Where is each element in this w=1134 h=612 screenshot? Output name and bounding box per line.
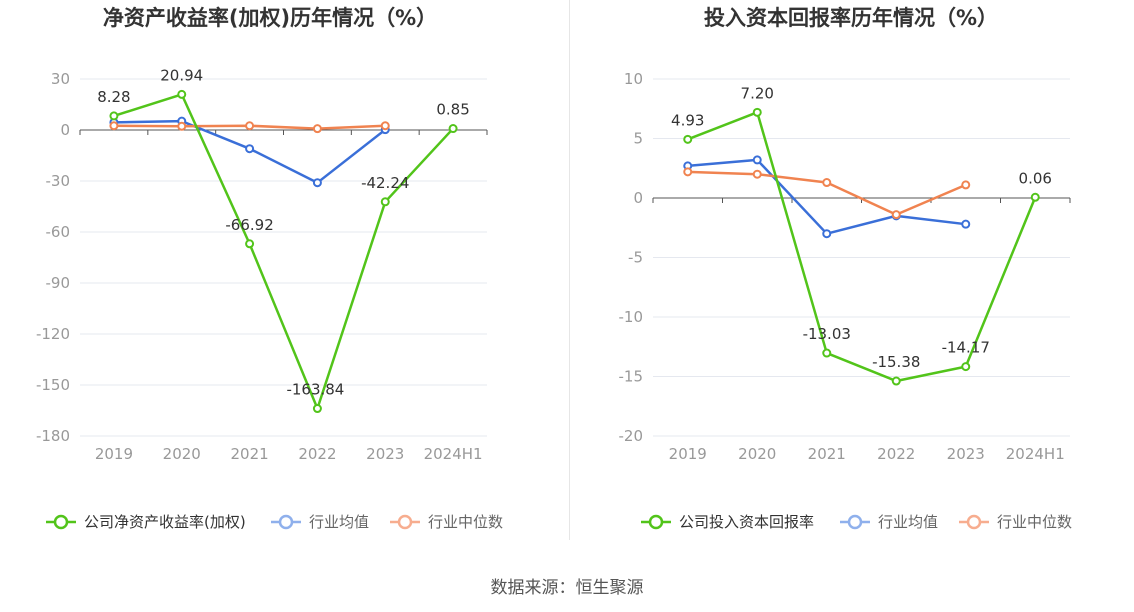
data-point	[822, 229, 832, 239]
legend-item-2: 行业均值	[271, 513, 369, 531]
y-tick-label: -30	[46, 172, 71, 190]
series-line-2	[687, 158, 966, 235]
legend-item-2: 行业均值	[840, 513, 938, 531]
x-tick-label: 2023	[366, 445, 404, 463]
data-label: -14.17	[942, 339, 990, 357]
data-point	[683, 134, 693, 144]
data-point	[380, 197, 390, 207]
series-line-1	[687, 111, 1037, 383]
data-point	[245, 121, 255, 131]
x-tick-label: 2020	[738, 445, 776, 463]
legend-label: 行业中位数	[997, 513, 1072, 531]
data-point	[961, 180, 971, 190]
y-tick-label: -15	[619, 368, 644, 386]
x-tick-label: 2022	[877, 445, 915, 463]
legend-marker	[53, 514, 69, 530]
data-point	[245, 144, 255, 154]
data-label: -15.38	[872, 353, 920, 371]
data-point	[961, 362, 971, 372]
x-tick-label: 2022	[298, 445, 336, 463]
data-point	[891, 376, 901, 386]
data-label: 0.85	[436, 101, 469, 119]
data-point	[961, 219, 971, 229]
y-tick-label: -20	[619, 427, 644, 445]
x-tick-label: 2024H1	[424, 445, 483, 463]
data-label: 7.20	[741, 84, 774, 102]
y-tick-label: -10	[619, 308, 644, 326]
x-tick-label: 2020	[163, 445, 201, 463]
data-point	[312, 124, 322, 134]
data-label: 4.93	[671, 111, 704, 129]
legend-label: 行业中位数	[428, 513, 503, 531]
data-point	[752, 107, 762, 117]
data-point	[891, 210, 901, 220]
y-tick-label: 0	[60, 121, 70, 139]
legend-marker	[648, 514, 664, 530]
chart-title: 净资产收益率(加权)历年情况（%）	[103, 6, 437, 30]
data-label: 20.94	[160, 66, 203, 84]
y-tick-label: -120	[36, 325, 70, 343]
legend-item-1: 公司投入资本回报率	[641, 513, 814, 531]
x-tick-label: 2019	[95, 445, 133, 463]
data-point	[1030, 192, 1040, 202]
data-label: -163.84	[286, 381, 344, 399]
data-point	[752, 169, 762, 179]
x-tick-label: 2021	[230, 445, 268, 463]
y-tick-label: 5	[633, 130, 643, 148]
x-tick-label: 2021	[808, 445, 846, 463]
y-tick-label: -180	[36, 427, 70, 445]
data-label: -66.92	[225, 216, 273, 234]
legend-label: 公司净资产收益率(加权)	[84, 513, 246, 531]
legend-label: 行业均值	[309, 513, 369, 531]
data-point	[822, 178, 832, 188]
data-point	[109, 121, 119, 131]
x-tick-label: 2024H1	[1006, 445, 1065, 463]
chart-title: 投入资本回报率历年情况（%）	[704, 6, 998, 30]
legend-marker	[847, 514, 863, 530]
y-tick-label: 0	[633, 189, 643, 207]
legend-item-1: 公司净资产收益率(加权)	[46, 513, 246, 531]
x-tick-label: 2019	[669, 445, 707, 463]
legend-label: 公司投入资本回报率	[679, 513, 814, 531]
data-point	[177, 89, 187, 99]
x-tick-label: 2023	[947, 445, 985, 463]
y-tick-label: -60	[46, 223, 71, 241]
legend-item-3: 行业中位数	[390, 513, 503, 531]
legend-marker	[278, 514, 294, 530]
data-point	[109, 111, 119, 121]
data-point	[312, 404, 322, 414]
data-point	[683, 167, 693, 177]
legend-marker	[966, 514, 982, 530]
y-tick-label: 30	[51, 70, 70, 88]
data-point	[177, 121, 187, 131]
data-point	[822, 348, 832, 358]
y-tick-label: -90	[46, 274, 71, 292]
data-label: -13.03	[803, 325, 851, 343]
y-tick-label: -150	[36, 376, 70, 394]
data-point	[312, 178, 322, 188]
legend-item-3: 行业中位数	[959, 513, 1072, 531]
chart-divider	[569, 0, 570, 540]
data-label: 0.06	[1019, 169, 1052, 187]
data-label: -42.24	[361, 174, 409, 192]
legend-marker	[397, 514, 413, 530]
y-tick-label: 10	[624, 70, 643, 88]
data-label: 8.28	[97, 88, 130, 106]
data-point	[245, 239, 255, 249]
data-point	[752, 155, 762, 165]
data-source-label: 数据来源：恒生聚源	[490, 578, 644, 598]
series-line-1	[113, 93, 455, 410]
data-point	[448, 124, 458, 134]
chart-2: 投入资本回报率历年情况（%） 10 5 0 -5 -10 -15 -20 2019 2020 202…	[619, 6, 1073, 531]
chart-1: 净资产收益率(加权)历年情况（%） 30 0 -30 -60 -90 -120 -150 -18…	[36, 6, 503, 531]
legend-label: 行业均值	[878, 513, 938, 531]
y-tick-label: -5	[628, 249, 643, 267]
data-point	[380, 121, 390, 131]
